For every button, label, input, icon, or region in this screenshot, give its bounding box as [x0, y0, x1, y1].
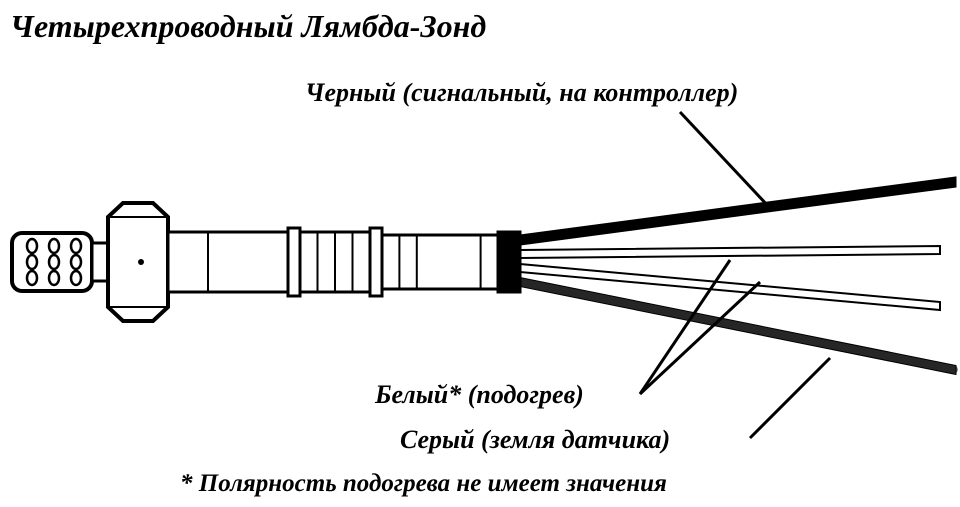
lambda-sensor-diagram [0, 0, 960, 507]
